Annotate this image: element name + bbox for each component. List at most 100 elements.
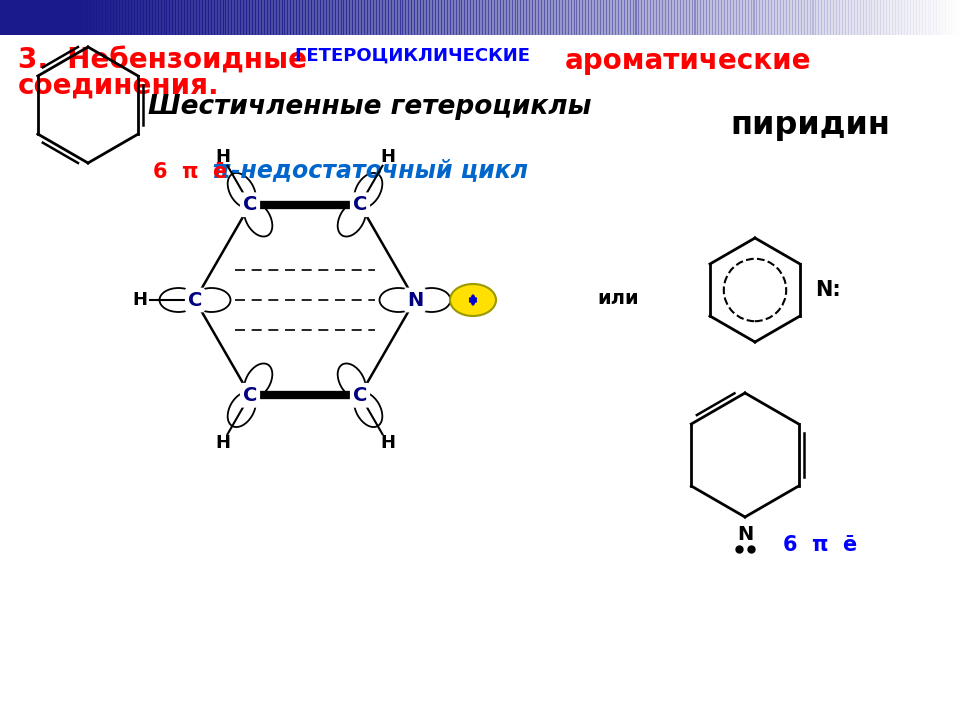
Bar: [889, 0, 893, 35]
Bar: [246, 0, 250, 35]
Bar: [152, 0, 156, 35]
Bar: [780, 0, 784, 35]
Bar: [396, 0, 400, 35]
Bar: [155, 0, 158, 35]
Bar: [774, 0, 779, 35]
Bar: [526, 0, 530, 35]
Ellipse shape: [193, 288, 230, 312]
Bar: [75, 0, 79, 35]
Bar: [485, 0, 489, 35]
Bar: [207, 0, 212, 35]
Bar: [860, 0, 864, 35]
Bar: [946, 0, 949, 35]
Bar: [748, 0, 752, 35]
Bar: [231, 0, 235, 35]
Bar: [668, 0, 672, 35]
Bar: [273, 0, 276, 35]
Bar: [506, 0, 510, 35]
Bar: [449, 0, 454, 35]
Bar: [96, 0, 100, 35]
Bar: [886, 0, 890, 35]
Bar: [399, 0, 403, 35]
Text: ГЕТЕРОЦИКЛИЧЕСКИЕ: ГЕТЕРОЦИКЛИЧЕСКИЕ: [295, 47, 537, 65]
Bar: [698, 0, 702, 35]
Bar: [839, 0, 843, 35]
Bar: [249, 0, 253, 35]
Bar: [415, 0, 419, 35]
Bar: [394, 0, 397, 35]
Bar: [456, 0, 460, 35]
Text: H: H: [132, 291, 148, 309]
Bar: [405, 0, 409, 35]
Bar: [435, 0, 439, 35]
Text: π-недостаточный цикл: π-недостаточный цикл: [212, 158, 528, 182]
Ellipse shape: [450, 284, 496, 316]
Ellipse shape: [354, 173, 382, 208]
Ellipse shape: [159, 288, 198, 312]
Bar: [264, 0, 268, 35]
Bar: [739, 0, 743, 35]
Bar: [809, 0, 813, 35]
Bar: [258, 0, 262, 35]
Bar: [523, 0, 527, 35]
Bar: [688, 0, 692, 35]
Bar: [927, 0, 931, 35]
Bar: [125, 0, 129, 35]
Bar: [364, 0, 368, 35]
Bar: [223, 0, 227, 35]
Bar: [441, 0, 444, 35]
Bar: [694, 0, 699, 35]
Bar: [933, 0, 937, 35]
Bar: [290, 0, 295, 35]
Bar: [328, 0, 333, 35]
Bar: [493, 0, 498, 35]
Bar: [895, 0, 900, 35]
Bar: [276, 0, 279, 35]
Text: пиридин: пиридин: [730, 110, 890, 141]
Bar: [701, 0, 705, 35]
Bar: [564, 0, 568, 35]
Bar: [143, 0, 147, 35]
Bar: [830, 0, 834, 35]
Bar: [665, 0, 669, 35]
Text: C: C: [243, 386, 257, 405]
Bar: [541, 0, 545, 35]
Bar: [922, 0, 925, 35]
Bar: [872, 0, 876, 35]
Bar: [759, 0, 763, 35]
Bar: [317, 0, 321, 35]
Bar: [600, 0, 604, 35]
Bar: [901, 0, 905, 35]
Bar: [281, 0, 285, 35]
Bar: [771, 0, 775, 35]
Bar: [656, 0, 660, 35]
Bar: [547, 0, 551, 35]
Bar: [418, 0, 421, 35]
Bar: [732, 0, 737, 35]
Bar: [853, 0, 857, 35]
Bar: [580, 0, 584, 35]
Bar: [179, 0, 182, 35]
Bar: [0, 0, 75, 35]
Bar: [358, 0, 362, 35]
Bar: [677, 0, 681, 35]
Bar: [243, 0, 247, 35]
Bar: [869, 0, 873, 35]
Bar: [730, 0, 733, 35]
Bar: [583, 0, 587, 35]
Bar: [804, 0, 807, 35]
Bar: [936, 0, 941, 35]
Bar: [792, 0, 796, 35]
Bar: [650, 0, 654, 35]
Bar: [199, 0, 203, 35]
Bar: [497, 0, 501, 35]
Bar: [338, 0, 342, 35]
Bar: [718, 0, 722, 35]
Bar: [503, 0, 507, 35]
Bar: [181, 0, 185, 35]
Bar: [132, 0, 135, 35]
Bar: [331, 0, 336, 35]
Bar: [724, 0, 728, 35]
Bar: [603, 0, 607, 35]
Bar: [815, 0, 820, 35]
